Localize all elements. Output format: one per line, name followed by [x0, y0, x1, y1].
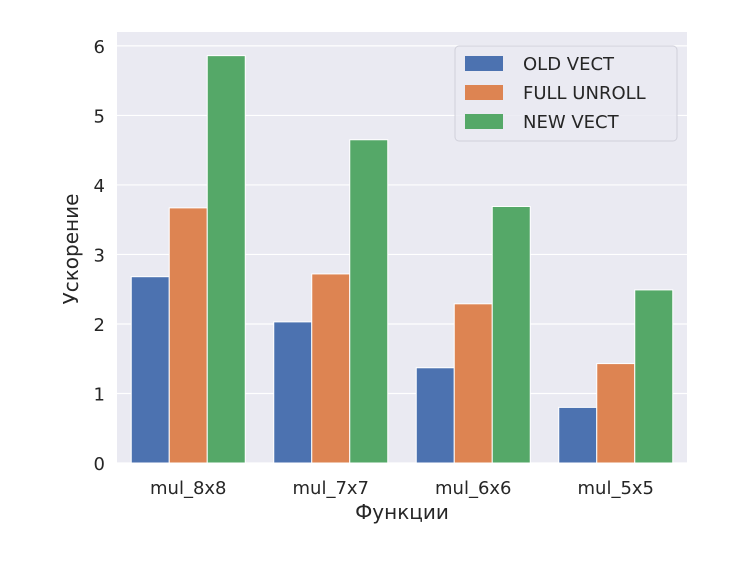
y-tick-label: 0	[94, 454, 105, 475]
y-axis-label: Ускорение	[59, 194, 83, 305]
y-tick-label: 3	[94, 245, 105, 266]
y-tick-label: 1	[94, 384, 105, 405]
legend-box	[454, 45, 678, 142]
bar-new-vect-mul_5x5	[634, 289, 674, 464]
legend: OLD VECT FULL UNROLL NEW VECT	[454, 45, 678, 142]
x-tick-label: mul_7x7	[293, 478, 370, 499]
bars	[130, 55, 674, 464]
y-tick-label: 5	[94, 106, 105, 127]
legend-swatch	[465, 56, 503, 71]
x-tick-label: mul_6x6	[435, 478, 512, 499]
legend-label: FULL UNROLL	[523, 83, 646, 104]
y-tick-label: 4	[94, 176, 105, 197]
bar-old-vect-mul_7x7	[273, 321, 313, 464]
bar-new-vect-mul_8x8	[206, 55, 246, 464]
x-tick-label: mul_5x5	[578, 478, 655, 499]
bar-old-vect-mul_6x6	[415, 367, 455, 464]
bar-old-vect-mul_5x5	[558, 406, 598, 464]
y-tick-label: 6	[94, 37, 105, 58]
legend-label: NEW VECT	[523, 112, 620, 133]
legend-swatch	[465, 114, 503, 129]
legend-swatch	[465, 85, 503, 100]
bar-full-unroll-mul_5x5	[596, 363, 636, 464]
bar-new-vect-mul_7x7	[349, 139, 389, 464]
legend-label: OLD VECT	[523, 54, 615, 75]
bar-full-unroll-mul_7x7	[311, 273, 351, 464]
x-tick-labels: mul_8x8 mul_7x7 mul_6x6 mul_5x5	[150, 478, 654, 499]
bar-full-unroll-mul_8x8	[168, 207, 208, 464]
bar-old-vect-mul_8x8	[130, 276, 170, 464]
x-axis-label: Функции	[355, 500, 449, 524]
y-tick-labels: 0 1 2 3 4 5 6	[94, 37, 105, 475]
bar-full-unroll-mul_6x6	[453, 303, 493, 464]
x-tick-label: mul_8x8	[150, 478, 227, 499]
y-tick-label: 2	[94, 315, 105, 336]
bar-new-vect-mul_6x6	[491, 205, 531, 464]
